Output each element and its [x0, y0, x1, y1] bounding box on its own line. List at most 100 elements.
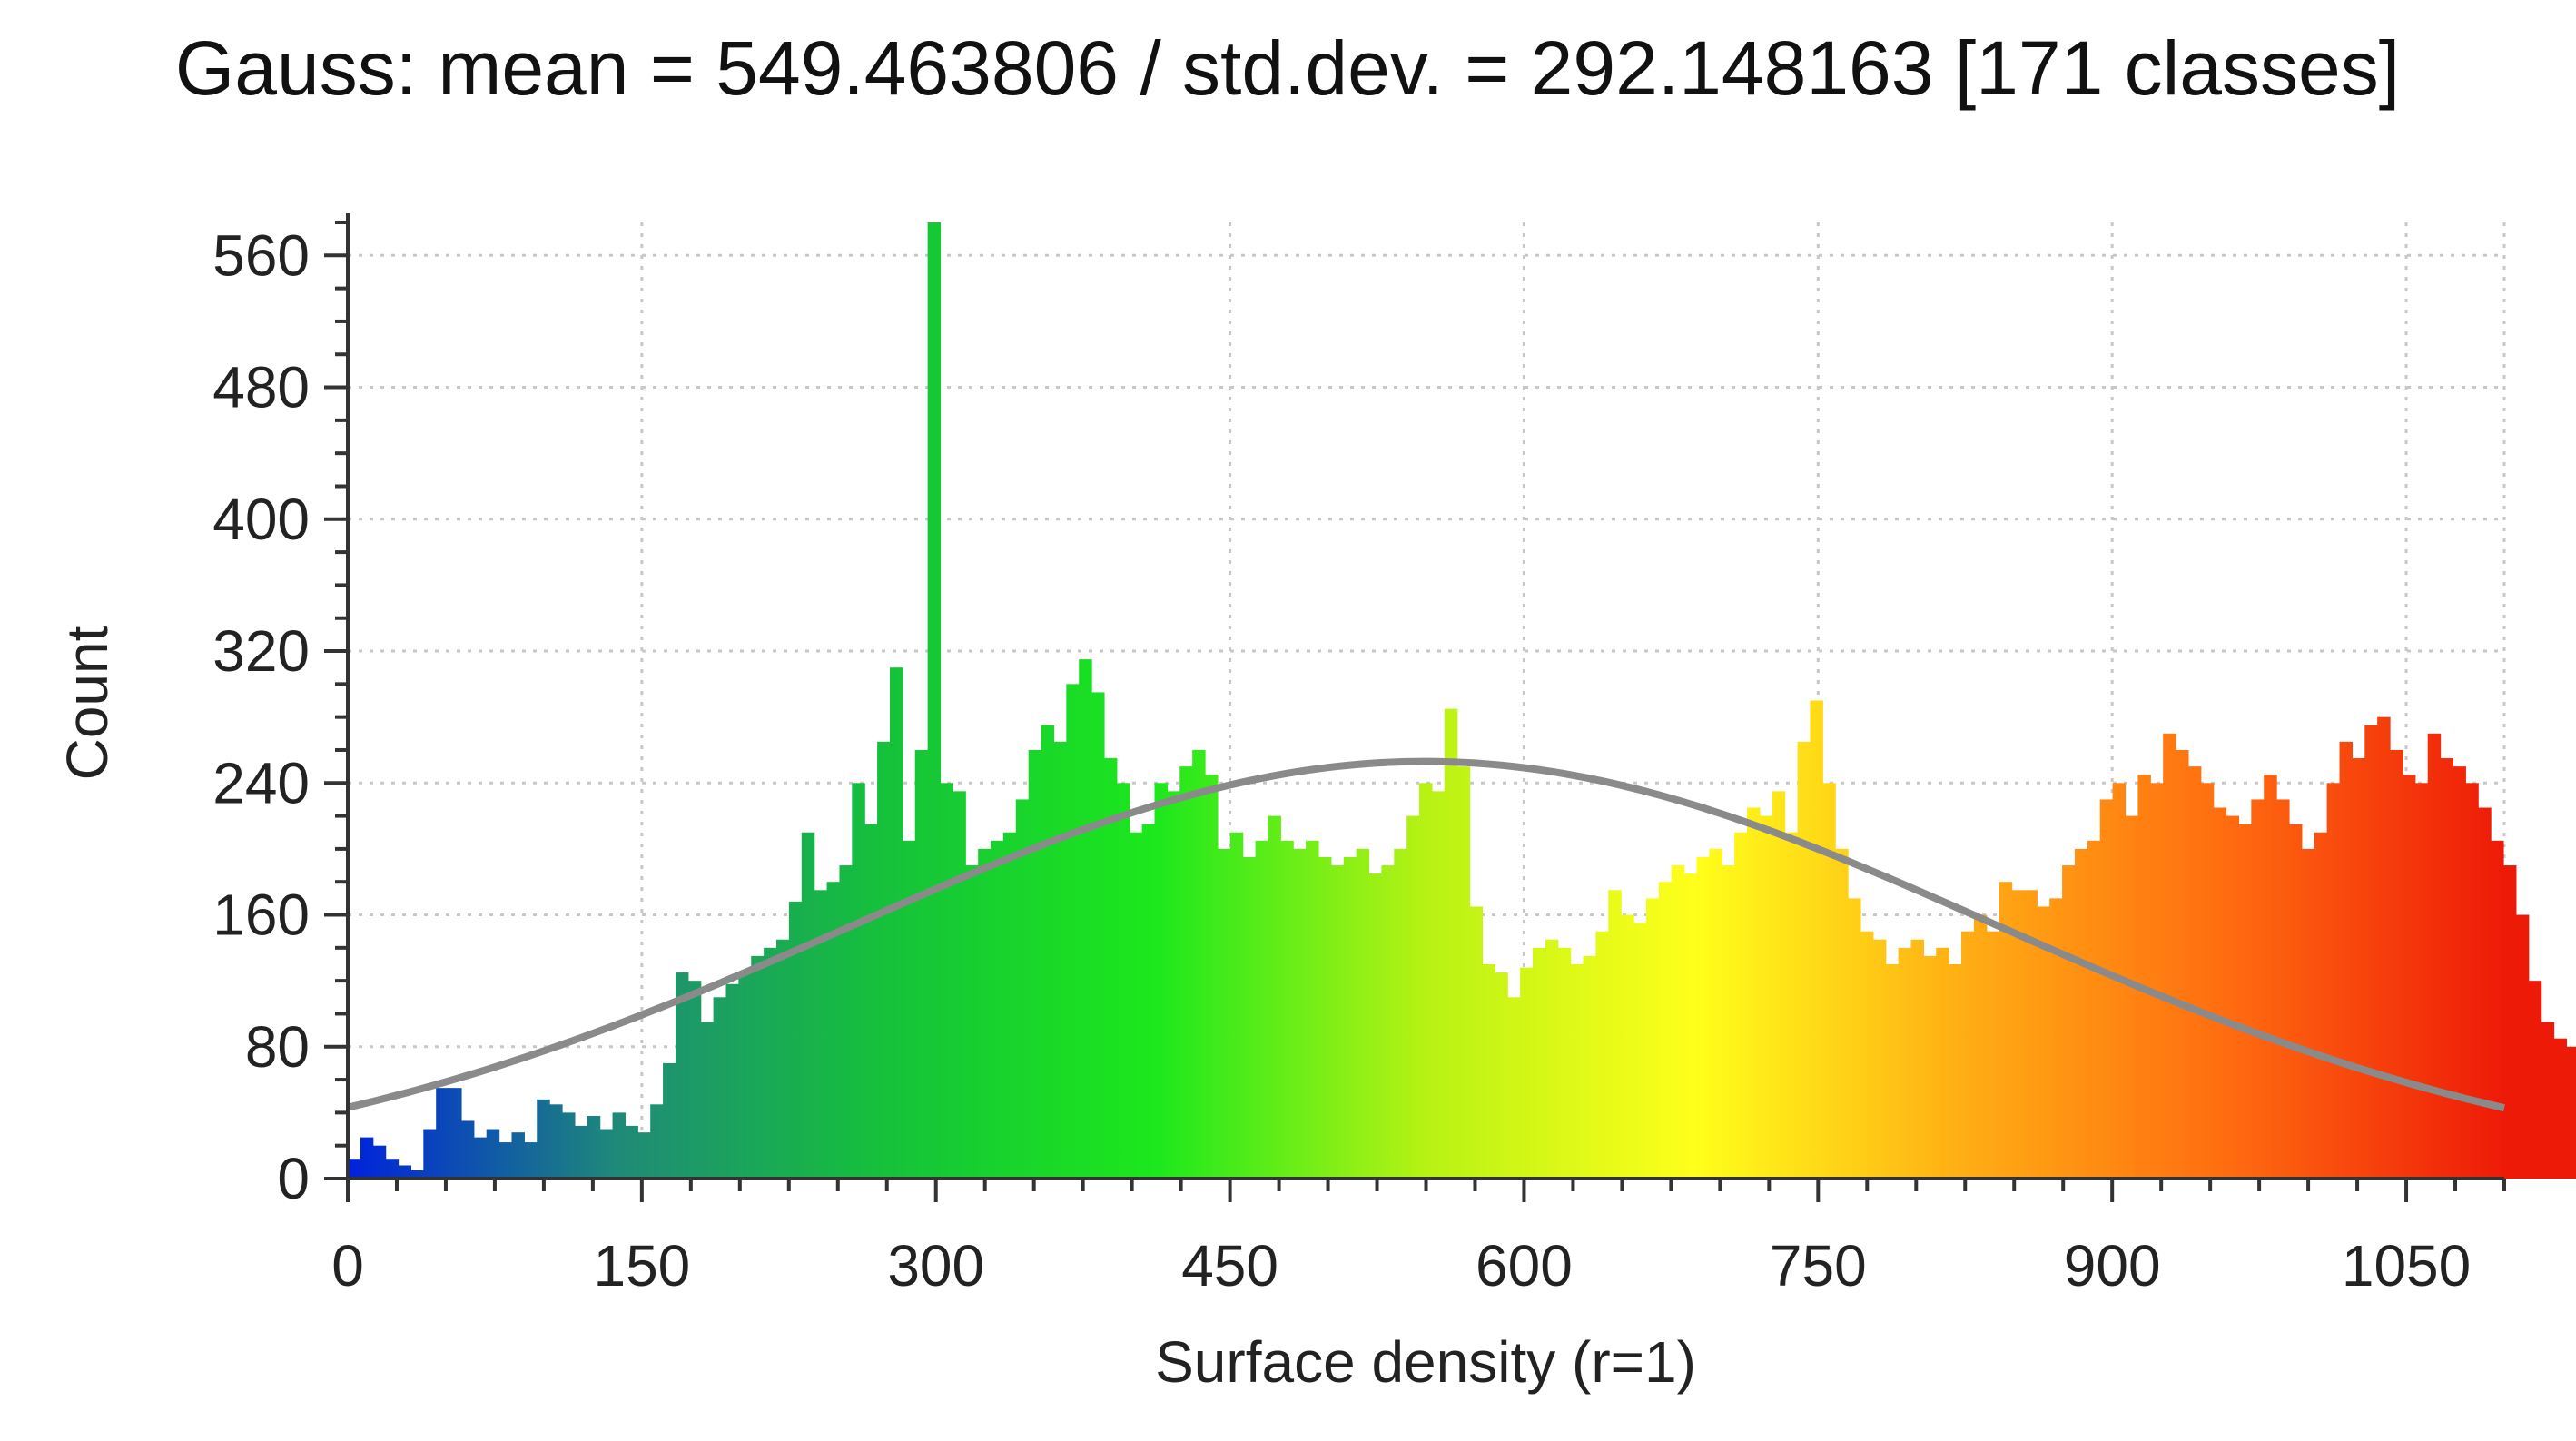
- histogram-bar: [826, 882, 841, 1179]
- histogram-bar: [1255, 840, 1269, 1179]
- histogram-bar: [2049, 898, 2063, 1179]
- histogram-bar: [1280, 840, 1294, 1179]
- histogram-bar: [2440, 758, 2454, 1179]
- histogram-bar: [2414, 783, 2429, 1179]
- histogram-bar: [1772, 791, 1786, 1179]
- histogram-bar: [460, 1120, 475, 1179]
- histogram-bar: [1141, 824, 1156, 1179]
- histogram-bar: [1545, 939, 1559, 1179]
- histogram-bar: [1822, 783, 1836, 1179]
- histogram-bar: [1431, 791, 1446, 1179]
- histogram-bar: [738, 972, 752, 1179]
- histogram-bar: [1949, 963, 1962, 1179]
- histogram-bar: [2427, 733, 2442, 1179]
- histogram-bar: [1999, 882, 2013, 1179]
- histogram-bar: [637, 1132, 651, 1179]
- histogram-bar: [2288, 824, 2303, 1179]
- y-tick-labels: 0 80 160 240 320 400 480 560: [212, 222, 310, 1211]
- chart-title: Gauss: mean = 549.463806 / std.dev. = 29…: [175, 25, 2400, 111]
- histogram-bar: [1318, 856, 1332, 1179]
- histogram-bar: [751, 955, 765, 1179]
- histogram-bar: [1583, 955, 1597, 1179]
- histogram-bar: [1394, 848, 1407, 1179]
- histogram-bar: [549, 1104, 563, 1179]
- histogram-bar: [2352, 758, 2365, 1179]
- histogram-bar: [372, 1145, 387, 1179]
- histogram-bar: [2502, 865, 2517, 1179]
- histogram-bar: [687, 981, 702, 1179]
- histogram-bar: [1381, 865, 1395, 1179]
- histogram-bar: [2364, 725, 2378, 1179]
- histogram-bar: [2150, 783, 2164, 1179]
- histogram-bar: [991, 840, 1004, 1179]
- histogram-bar: [1507, 997, 1521, 1179]
- histogram-bar: [1456, 766, 1471, 1179]
- histogram-bar: [1683, 873, 1698, 1179]
- histogram-bar: [2541, 1022, 2555, 1179]
- histogram-bar: [511, 1132, 525, 1179]
- histogram-bar: [1015, 799, 1030, 1179]
- y-tick-label: 160: [212, 883, 310, 948]
- histogram-bar: [1053, 741, 1067, 1179]
- histogram-bar: [914, 749, 929, 1179]
- histogram-bar: [2137, 775, 2151, 1179]
- histogram-bar: [1167, 791, 1180, 1179]
- y-tick-label: 480: [212, 355, 310, 420]
- x-tick-label: 450: [1181, 1233, 1278, 1298]
- histogram-bar: [2553, 1038, 2567, 1179]
- histogram-bar: [2377, 716, 2391, 1179]
- y-tick-label: 0: [277, 1146, 310, 1211]
- histogram-bar: [1885, 963, 1900, 1179]
- histogram-bar: [776, 939, 790, 1179]
- histogram-bar: [2226, 815, 2240, 1179]
- histogram-bar: [814, 890, 828, 1179]
- histogram-bar: [700, 1022, 715, 1179]
- x-tick-label: 600: [1476, 1233, 1573, 1298]
- y-tick-label: 320: [212, 618, 310, 684]
- histogram-bar: [1671, 865, 1685, 1179]
- x-tick-label: 0: [331, 1233, 364, 1298]
- histogram-bar: [473, 1137, 488, 1179]
- histogram-bar: [927, 222, 942, 1179]
- histogram-bar: [675, 972, 689, 1179]
- axis-ticks: [324, 221, 2506, 1202]
- histogram-bar: [1784, 832, 1799, 1179]
- histogram-bars: [348, 222, 2576, 1179]
- histogram-bar: [788, 901, 803, 1179]
- histogram-bar: [1002, 832, 1017, 1179]
- histogram-bar: [663, 1062, 676, 1179]
- histogram-bar: [1091, 692, 1105, 1179]
- histogram-bar: [2326, 783, 2341, 1179]
- histogram-bar: [2528, 981, 2542, 1179]
- y-tick-label: 240: [212, 750, 310, 815]
- histogram-bar: [436, 1088, 449, 1179]
- histogram-bar: [877, 741, 891, 1179]
- histogram-bar: [599, 1129, 614, 1179]
- histogram-bar: [574, 1125, 588, 1179]
- histogram-bar: [1797, 741, 1811, 1179]
- histogram-bar: [562, 1112, 576, 1179]
- histogram-bar: [2176, 749, 2189, 1179]
- histogram-bar: [1469, 906, 1484, 1179]
- histogram-bar: [1079, 659, 1092, 1179]
- histogram-bar: [2264, 775, 2277, 1179]
- histogram-bar: [1848, 898, 1861, 1179]
- histogram-bar: [625, 1125, 638, 1179]
- histogram-bar: [1722, 865, 1735, 1179]
- histogram-bar: [2187, 766, 2202, 1179]
- x-tick-label: 900: [2064, 1233, 2161, 1298]
- histogram-bar: [2515, 914, 2530, 1179]
- histogram-bar: [852, 783, 865, 1179]
- histogram-bar: [1306, 840, 1319, 1179]
- histogram-bar: [360, 1137, 374, 1179]
- histogram-bar: [1986, 931, 2000, 1179]
- histogram-bar: [1343, 856, 1357, 1179]
- histogram-bar: [2276, 799, 2290, 1179]
- histogram-bar: [2478, 807, 2492, 1179]
- histogram-bar: [587, 1116, 601, 1179]
- histogram-bar: [801, 832, 815, 1179]
- histogram-bar: [1835, 848, 1849, 1179]
- histogram-bar: [1633, 923, 1647, 1179]
- histogram-bar: [1268, 815, 1281, 1179]
